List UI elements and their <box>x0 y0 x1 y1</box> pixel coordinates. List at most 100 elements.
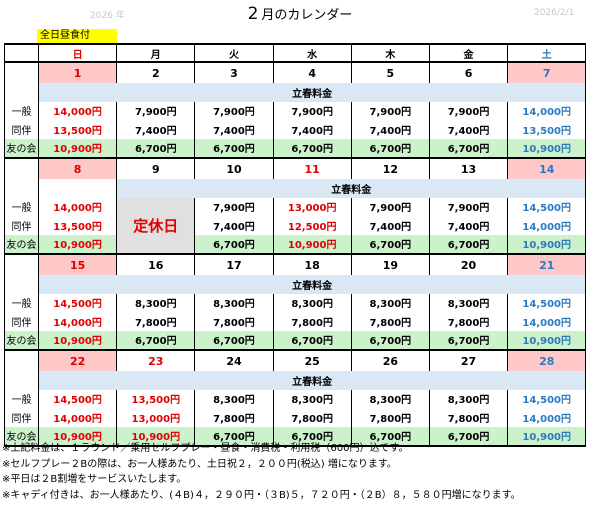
date-cell: 15 <box>37 253 118 275</box>
price-row-label: 友の会 <box>4 426 39 447</box>
corner-cell <box>4 43 39 63</box>
price-cell: 10,900円 <box>507 234 587 254</box>
price-cell: 12,500円 <box>272 216 352 235</box>
date-cell: 2 <box>116 61 196 83</box>
price-cell: 7,900円 <box>350 197 430 216</box>
closed-day-cell: 定休日 <box>116 197 196 255</box>
price-cell: 8,300円 <box>428 293 509 312</box>
date-cell: 12 <box>350 157 430 179</box>
date-cell: 14 <box>507 157 587 179</box>
date-cell: 16 <box>116 253 196 275</box>
price-cell: 10,900円 <box>37 234 118 254</box>
label-spacer <box>4 61 39 83</box>
price-cell: 14,500円 <box>507 293 587 312</box>
note-1: ※上記料金は、１ラウンド／乗用セルフプレー・昼食・消費税・利用税（600円）込で… <box>2 443 409 454</box>
price-cell: 6,700円 <box>116 138 196 158</box>
price-cell: 6,700円 <box>350 234 430 254</box>
weekday-header: 金 <box>428 43 509 63</box>
price-cell: 6,700円 <box>272 138 352 158</box>
price-row-label: 一般 <box>4 293 39 312</box>
price-row-label: 友の会 <box>4 330 39 350</box>
print-date: 2026/2/1 <box>534 8 575 18</box>
price-cell: 6,700円 <box>350 426 430 447</box>
date-cell: 7 <box>507 61 587 83</box>
price-cell: 7,800円 <box>272 408 352 427</box>
date-cell: 11 <box>272 157 352 179</box>
price-cell: 6,700円 <box>350 138 430 158</box>
price-cell: 7,400円 <box>272 120 352 139</box>
date-cell: 25 <box>272 349 352 371</box>
price-cell: 7,400円 <box>350 120 430 139</box>
price-cell: 14,500円 <box>37 389 118 408</box>
price-row-label: 友の会 <box>4 234 39 254</box>
weekday-header: 日 <box>37 43 118 63</box>
price-cell: 6,700円 <box>272 426 352 447</box>
date-cell: 27 <box>428 349 509 371</box>
weekday-header: 水 <box>272 43 352 63</box>
weekday-header: 土 <box>507 43 587 63</box>
price-cell: 7,400円 <box>428 216 509 235</box>
price-cell: 6,700円 <box>428 138 509 158</box>
price-cell: 7,400円 <box>116 120 196 139</box>
date-cell: 10 <box>194 157 274 179</box>
price-cell: 14,000円 <box>37 197 118 216</box>
date-cell: 6 <box>428 61 509 83</box>
price-cell: 14,000円 <box>507 312 587 331</box>
date-cell: 8 <box>37 157 118 179</box>
price-cell: 14,000円 <box>507 408 587 427</box>
price-cell: 13,500円 <box>116 389 196 408</box>
price-cell: 10,900円 <box>507 330 587 350</box>
price-row-label: 同伴 <box>4 408 39 427</box>
date-cell: 24 <box>194 349 274 371</box>
price-cell: 7,900円 <box>194 101 274 120</box>
price-cell: 6,700円 <box>350 330 430 350</box>
label-spacer <box>4 83 39 102</box>
date-cell: 23 <box>116 349 196 371</box>
note-2: ※セルフプレー２Bの際は、お一人様あたり、土日祝２，２００円(税込) 増になりま… <box>2 458 397 470</box>
price-cell: 6,700円 <box>194 234 274 254</box>
special-rate-band: 立春料金 <box>116 179 587 198</box>
price-cell: 8,300円 <box>272 293 352 312</box>
price-cell: 6,700円 <box>116 330 196 350</box>
label-spacer <box>4 253 39 275</box>
price-cell: 7,900円 <box>272 101 352 120</box>
price-cell: 7,800円 <box>194 408 274 427</box>
price-cell: 7,800円 <box>350 408 430 427</box>
label-spacer <box>4 349 39 371</box>
date-cell: 28 <box>507 349 587 371</box>
price-row-label: 同伴 <box>4 312 39 331</box>
page-title: 2 月のカレンダー <box>0 4 600 24</box>
price-cell: 14,000円 <box>37 408 118 427</box>
price-cell: 13,500円 <box>37 216 118 235</box>
price-cell: 7,800円 <box>194 312 274 331</box>
price-row-label: 友の会 <box>4 138 39 158</box>
price-cell: 6,700円 <box>194 330 274 350</box>
price-cell: 7,800円 <box>116 312 196 331</box>
date-cell: 4 <box>272 61 352 83</box>
price-cell: 6,700円 <box>194 138 274 158</box>
price-calendar: 日月火水木金土 1 2 3 4 5 6 7 立春料金 一般 14,000円 7,900円 7,900円 7… <box>4 43 587 447</box>
label-spacer <box>4 179 39 198</box>
date-cell: 21 <box>507 253 587 275</box>
price-cell: 7,800円 <box>272 312 352 331</box>
price-cell: 14,500円 <box>507 389 587 408</box>
price-cell: 10,900円 <box>507 138 587 158</box>
weekday-header: 木 <box>350 43 430 63</box>
year-label: 2026 年 <box>90 11 125 21</box>
month-number: 2 <box>247 4 259 24</box>
price-cell: 7,900円 <box>428 101 509 120</box>
label-spacer <box>37 179 118 198</box>
price-cell: 7,800円 <box>350 312 430 331</box>
price-cell: 8,300円 <box>428 389 509 408</box>
price-cell: 6,700円 <box>272 330 352 350</box>
date-cell: 26 <box>350 349 430 371</box>
price-cell: 7,400円 <box>194 216 274 235</box>
price-cell: 7,400円 <box>350 216 430 235</box>
date-cell: 3 <box>194 61 274 83</box>
note-4: ※キャディ付きは、お一人様あたり、(４B)４，２９０円・（３B)５，７２０円・（… <box>2 489 521 501</box>
price-cell: 14,000円 <box>507 101 587 120</box>
price-cell: 6,700円 <box>428 330 509 350</box>
note-3: ※平日は２B割増をサービスいたします。 <box>2 474 187 485</box>
price-cell: 7,800円 <box>428 408 509 427</box>
price-cell: 14,000円 <box>37 101 118 120</box>
